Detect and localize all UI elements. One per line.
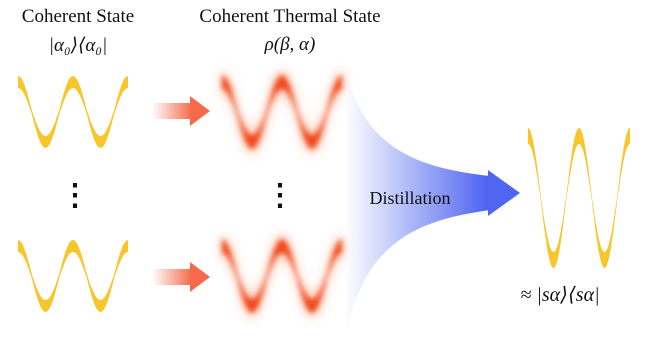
coherent-wave-bottom: [18, 240, 128, 312]
thermal-state-title: Coherent Thermal State: [199, 6, 381, 27]
thermal-wave-top: [222, 71, 342, 153]
thermal-state-formula: ρ(β, α): [264, 34, 316, 55]
distillation-arrowhead: [488, 170, 520, 216]
pump-arrow-bottom: [152, 262, 210, 292]
output-wave: [528, 128, 630, 268]
ellipsis-left: ⋮: [60, 179, 90, 212]
thermal-wave-bottom: [222, 235, 342, 317]
ellipsis-middle: ⋮: [265, 179, 295, 212]
coherent-wave-top: [18, 76, 128, 148]
pump-arrow-top: [152, 96, 210, 126]
distillation-label: Distillation: [369, 188, 451, 208]
coherent-state-formula: |α₀⟩⟨α₀|: [48, 35, 108, 56]
coherent-state-title: Coherent State: [21, 6, 135, 27]
output-formula: ≈ |sα⟩⟨sα|: [520, 284, 600, 306]
distillation-funnel: [345, 62, 490, 345]
